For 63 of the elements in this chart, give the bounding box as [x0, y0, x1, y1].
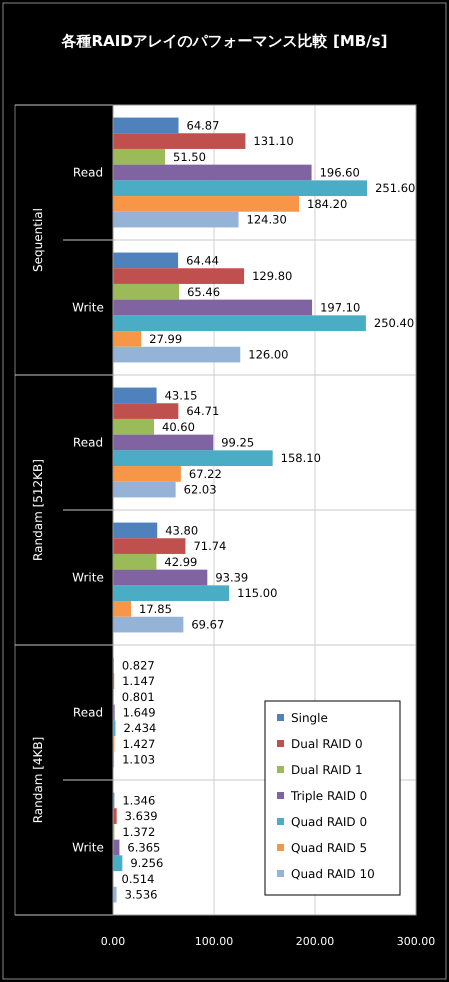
- data-label: 64.71: [186, 404, 220, 418]
- data-label: 1.427: [122, 736, 156, 751]
- y-tick-label: Write: [72, 300, 104, 314]
- data-label: 1.147: [122, 674, 156, 688]
- legend-label: Quad RAID 0: [291, 815, 368, 829]
- data-label: 17.85: [139, 602, 172, 616]
- y-tick-label: Write: [72, 840, 104, 854]
- x-tick-label: 100.00: [194, 935, 234, 948]
- data-label: 65.46: [187, 284, 220, 299]
- data-label: 99.25: [221, 436, 254, 450]
- data-label: 43.80: [165, 523, 198, 538]
- data-label: 124.30: [246, 212, 287, 227]
- data-label: 184.20: [307, 196, 348, 211]
- data-label: 250.40: [374, 316, 414, 330]
- data-label: 62.03: [184, 482, 217, 497]
- data-label: 129.80: [252, 269, 292, 284]
- data-label: 115.00: [237, 586, 278, 600]
- x-tick-label: 300.00: [396, 935, 436, 948]
- data-label: 64.44: [186, 253, 220, 268]
- data-label: 1.372: [122, 824, 156, 839]
- data-label: 251.60: [375, 181, 416, 196]
- data-label: 9.256: [130, 856, 164, 870]
- y-tick-label: Read: [72, 706, 104, 720]
- y-tick-label: Write: [72, 570, 104, 584]
- y-tick-label: Read: [72, 166, 104, 180]
- data-label: 196.60: [320, 166, 360, 180]
- legend-label: Quad RAID 5: [291, 841, 368, 855]
- legend-label: Dual RAID 1: [291, 763, 363, 777]
- legend-label: Triple RAID 0: [290, 789, 368, 803]
- text: Randam [512KB]: [31, 459, 45, 561]
- data-label: 42.99: [164, 554, 198, 569]
- data-label: 71.74: [193, 539, 226, 554]
- legend-label: Single: [291, 711, 328, 725]
- data-label: 1.346: [122, 793, 156, 808]
- data-label: 1.103: [122, 752, 156, 767]
- data-label: 64.87: [186, 118, 220, 132]
- data-label: 43.15: [164, 388, 198, 402]
- chart-title: 各種RAIDアレイのパフォーマンス比較 [MB/s]: [60, 32, 388, 50]
- data-label: 6.365: [127, 840, 160, 854]
- text: Randam [4KB]: [31, 736, 45, 824]
- legend-label: Quad RAID 10: [291, 867, 375, 881]
- data-label: 3.639: [124, 809, 158, 824]
- data-label: 1.649: [122, 706, 156, 720]
- data-label: 131.10: [253, 134, 294, 148]
- data-label: 51.50: [173, 150, 206, 164]
- x-tick-label: 200.00: [296, 935, 334, 948]
- data-label: 0.801: [122, 690, 155, 704]
- data-label: 197.10: [320, 300, 360, 314]
- data-label: 2.434: [123, 721, 156, 736]
- data-label: 0.827: [122, 658, 155, 672]
- data-label: 126.00: [248, 348, 289, 362]
- data-label: 0.514: [122, 872, 154, 886]
- data-label: 3.536: [124, 888, 158, 902]
- data-label: 67.22: [188, 466, 222, 481]
- legend-label: Dual RAID 0: [291, 737, 363, 751]
- text: Sequential: [31, 208, 45, 272]
- data-label: 40.60: [162, 420, 195, 434]
- data-label: 93.39: [215, 570, 248, 584]
- data-label: 158.10: [280, 451, 321, 466]
- data-label: 27.99: [149, 332, 182, 346]
- x-tick-label: 0.00: [100, 935, 126, 948]
- y-tick-label: Read: [72, 436, 104, 450]
- data-label: 69.67: [191, 618, 224, 632]
